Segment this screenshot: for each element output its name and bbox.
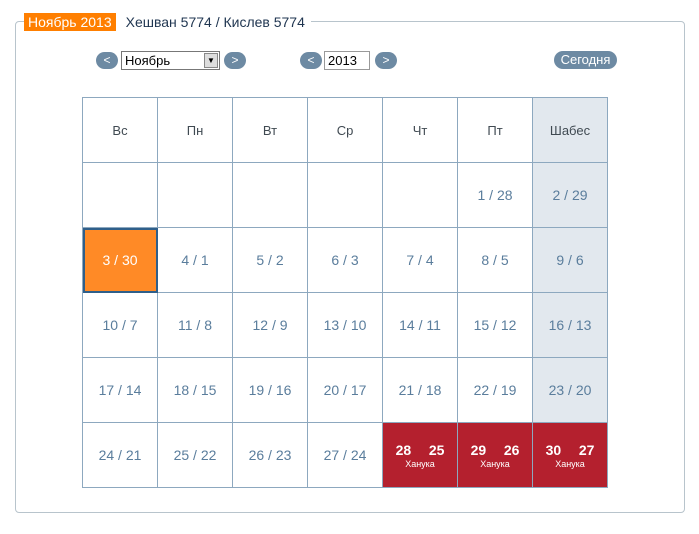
- day-cell[interactable]: 19 / 16: [232, 357, 308, 423]
- day-cell[interactable]: 15 / 12: [457, 292, 533, 358]
- prev-year-button[interactable]: <: [300, 52, 322, 69]
- weekday-friday: Пт: [457, 97, 533, 163]
- day-cell-empty: [382, 162, 458, 228]
- year-input[interactable]: 2013: [324, 51, 370, 70]
- day-cell[interactable]: 5 / 2: [232, 227, 308, 293]
- day-cell-empty: [157, 162, 233, 228]
- today-button[interactable]: Сегодня: [554, 51, 617, 69]
- week-row: 3 / 30 4 / 1 5 / 2 6 / 3 7 / 4 8 / 5 9 /…: [82, 227, 608, 293]
- chevron-down-icon[interactable]: ▼: [204, 53, 218, 68]
- week-row: 1 / 28 2 / 29: [82, 162, 608, 228]
- day-cell[interactable]: 8 / 5: [457, 227, 533, 293]
- holiday-day-numbers: 30 27: [545, 441, 595, 458]
- holiday-day-numbers: 29 26: [470, 441, 520, 458]
- day-cell-shabbat[interactable]: 16 / 13: [532, 292, 608, 358]
- day-cell-empty: [82, 162, 158, 228]
- day-cell-holiday[interactable]: 30 27 Ханука: [532, 422, 608, 488]
- holiday-day-numbers: 28 25: [395, 441, 445, 458]
- day-cell[interactable]: 4 / 1: [157, 227, 233, 293]
- calendar-legend: Ноябрь 2013 Хешван 5774 / Кислев 5774: [24, 13, 311, 31]
- day-cell[interactable]: 20 / 17: [307, 357, 383, 423]
- day-cell[interactable]: 12 / 9: [232, 292, 308, 358]
- weekday-header-row: Вс Пн Вт Ср Чт Пт Шабес: [82, 97, 608, 163]
- jewish-months: Хешван 5774 / Кислев 5774: [125, 14, 305, 30]
- weekday-tuesday: Вт: [232, 97, 308, 163]
- week-row: 17 / 14 18 / 15 19 / 16 20 / 17 21 / 18 …: [82, 357, 608, 423]
- day-cell[interactable]: 14 / 11: [382, 292, 458, 358]
- day-cell[interactable]: 10 / 7: [82, 292, 158, 358]
- day-cell[interactable]: 25 / 22: [157, 422, 233, 488]
- holiday-name: Ханука: [555, 458, 585, 469]
- week-row: 24 / 21 25 / 22 26 / 23 27 / 24 28 25 Ха…: [82, 422, 608, 488]
- day-cell[interactable]: 1 / 28: [457, 162, 533, 228]
- month-badge: Ноябрь 2013: [24, 13, 116, 31]
- day-cell-shabbat[interactable]: 23 / 20: [532, 357, 608, 423]
- weekday-shabbat: Шабес: [532, 97, 608, 163]
- day-cell-shabbat[interactable]: 2 / 29: [532, 162, 608, 228]
- day-cell-empty: [307, 162, 383, 228]
- day-cell[interactable]: 13 / 10: [307, 292, 383, 358]
- next-year-button[interactable]: >: [375, 52, 397, 69]
- weekday-sunday: Вс: [82, 97, 158, 163]
- day-cell[interactable]: 26 / 23: [232, 422, 308, 488]
- calendar-grid: Вс Пн Вт Ср Чт Пт Шабес 1 / 28 2 / 29 3 …: [82, 97, 608, 488]
- day-cell-holiday[interactable]: 28 25 Ханука: [382, 422, 458, 488]
- day-cell[interactable]: 24 / 21: [82, 422, 158, 488]
- day-cell[interactable]: 18 / 15: [157, 357, 233, 423]
- holiday-name: Ханука: [480, 458, 510, 469]
- weekday-monday: Пн: [157, 97, 233, 163]
- weekday-thursday: Чт: [382, 97, 458, 163]
- day-cell[interactable]: 17 / 14: [82, 357, 158, 423]
- day-cell[interactable]: 6 / 3: [307, 227, 383, 293]
- day-cell[interactable]: 21 / 18: [382, 357, 458, 423]
- day-cell[interactable]: 7 / 4: [382, 227, 458, 293]
- week-row: 10 / 7 11 / 8 12 / 9 13 / 10 14 / 11 15 …: [82, 292, 608, 358]
- month-select-value: Ноябрь: [125, 53, 171, 68]
- day-cell[interactable]: 22 / 19: [457, 357, 533, 423]
- holiday-name: Ханука: [405, 458, 435, 469]
- month-select[interactable]: Ноябрь ▼: [121, 51, 220, 70]
- next-month-button[interactable]: >: [224, 52, 246, 69]
- prev-month-button[interactable]: <: [96, 52, 118, 69]
- calendar-frame: [15, 21, 685, 513]
- day-cell-today[interactable]: 3 / 30: [82, 227, 158, 293]
- day-cell[interactable]: 27 / 24: [307, 422, 383, 488]
- day-cell-empty: [232, 162, 308, 228]
- day-cell-holiday[interactable]: 29 26 Ханука: [457, 422, 533, 488]
- day-cell[interactable]: 11 / 8: [157, 292, 233, 358]
- weekday-wednesday: Ср: [307, 97, 383, 163]
- day-cell-shabbat[interactable]: 9 / 6: [532, 227, 608, 293]
